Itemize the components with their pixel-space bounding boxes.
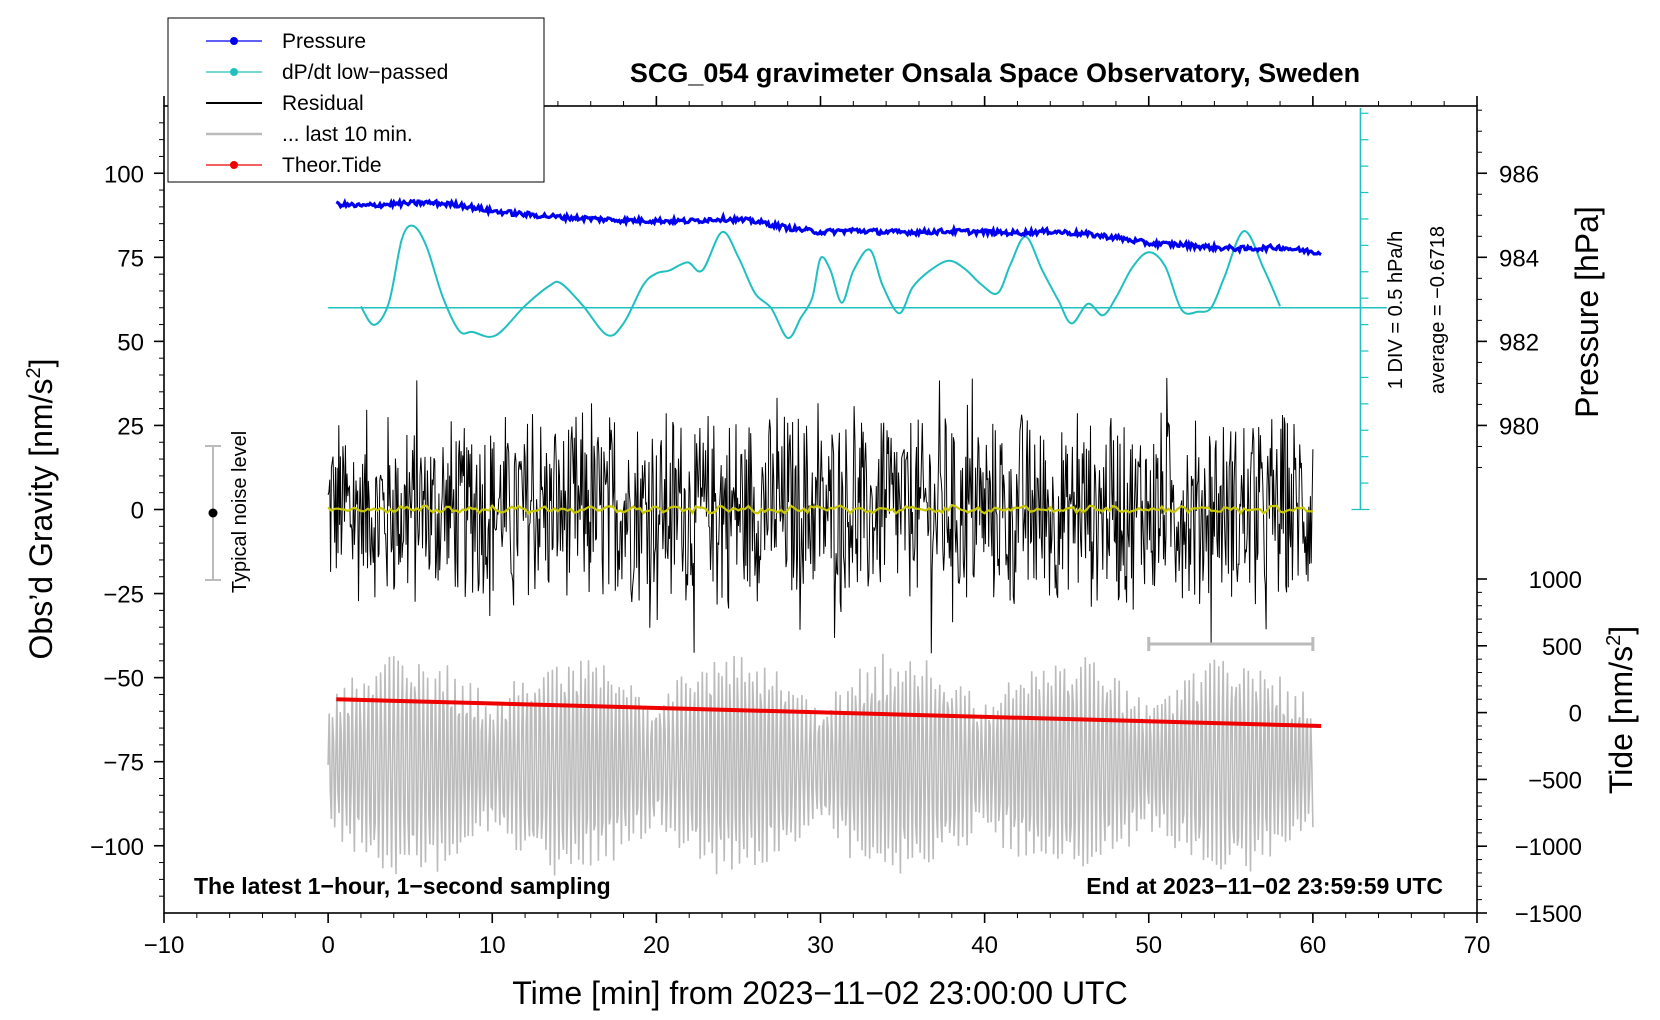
gravity-tick-label: −75 (103, 750, 144, 777)
legend-marker (230, 68, 238, 76)
tide-tick-label: 500 (1542, 634, 1582, 661)
legend-box (167, 17, 545, 183)
end-time-note: End at 2023−11−02 23:59:59 UTC (1086, 873, 1443, 899)
gravity-axis-label-sup: 2 (23, 367, 45, 378)
sampling-note: The latest 1−hour, 1−second sampling (194, 873, 611, 899)
dpdt-average-text: average = −0.6718 (1427, 226, 1449, 394)
legend-label: Residual (282, 92, 364, 115)
legend-label: dP/dt low−passed (282, 61, 448, 84)
x-tick-label: 10 (479, 932, 506, 959)
x-tick-label: 0 (321, 932, 334, 959)
pressure-tick-label: 982 (1499, 329, 1539, 356)
pressure-series (335, 196, 1322, 257)
dpdt-line (360, 224, 1281, 340)
noise-level-label: Typical noise level (229, 431, 251, 593)
gravity-tick-label: 75 (117, 245, 144, 272)
legend: Pressure dP/dt low−passed Residual ... last… (167, 17, 545, 183)
dpdt-scale-axis (1351, 108, 1370, 511)
legend-label: Theor.Tide (282, 154, 382, 177)
residual-series (327, 377, 1314, 654)
x-tick-label: 20 (643, 932, 670, 959)
gravity-tick-label: 100 (104, 161, 144, 188)
legend-label: ... last 10 min. (282, 123, 413, 146)
noise-center-dot (208, 508, 218, 518)
gravity-tick-label: 50 (117, 329, 144, 356)
last-10-min-bracket (1147, 637, 1315, 651)
tide-axis-label: Tide [nm/s2] (1603, 626, 1639, 794)
x-tick-label: 60 (1300, 932, 1327, 959)
dpdt-series (328, 224, 1387, 340)
pressure-line (335, 196, 1322, 257)
last-10-min-series (327, 653, 1314, 876)
x-tick-label: −10 (144, 932, 185, 959)
last-10-min-line (327, 653, 1314, 876)
tide-tick-label: −1000 (1515, 834, 1582, 861)
tide-tick-label: 0 (1569, 701, 1582, 728)
pressure-tick-label: 980 (1499, 413, 1539, 440)
pressure-tick-label: 986 (1499, 161, 1539, 188)
dpdt-scale-text: 1 DIV = 0.5 hPa/h (1385, 231, 1407, 389)
pressure-axis-label: Pressure [hPa] (1569, 206, 1605, 418)
tide-tick-label: 1000 (1529, 567, 1582, 594)
tide-series (336, 697, 1322, 728)
x-tick-label: 40 (971, 932, 998, 959)
gravity-axis-label: Obs’d Gravity [nm/s2] (23, 359, 59, 660)
tide-axis-ticks: 1000 500 0 −500 −1000 −1500 (1477, 567, 1582, 928)
gravity-tick-label: −25 (103, 582, 144, 609)
gravity-tick-label: 0 (131, 498, 144, 525)
x-axis-ticks: −10 0 10 20 30 40 50 60 70 (144, 96, 1491, 959)
gravity-tick-label: −50 (103, 666, 144, 693)
pressure-axis-ticks: 986 984 982 980 (1477, 109, 1539, 468)
tide-tick-label: −500 (1528, 767, 1582, 794)
gravity-tick-label: 25 (117, 413, 144, 440)
gravity-tick-label: −100 (90, 834, 144, 861)
tide-line (336, 697, 1322, 728)
x-axis-label: Time [min] from 2023−11−02 23:00:00 UTC (512, 975, 1127, 1011)
x-tick-label: 70 (1464, 932, 1491, 959)
chart-title: SCG_054 gravimeter Onsala Space Observat… (630, 58, 1360, 88)
residual-mean-series (327, 503, 1313, 516)
legend-label: Pressure (282, 30, 366, 53)
x-tick-label: 30 (807, 932, 834, 959)
pressure-tick-label: 984 (1499, 245, 1539, 272)
noise-level-indicator: Typical noise level (205, 431, 251, 593)
residual-line (327, 377, 1314, 654)
gravity-axis-ticks: 100 75 50 25 0 −25 −50 −75 −100 (90, 122, 164, 897)
tide-tick-label: −1500 (1515, 901, 1582, 928)
residual-mean-line (327, 503, 1313, 516)
tide-axis-label-sup: 2 (1603, 635, 1625, 646)
x-tick-label: 50 (1135, 932, 1162, 959)
legend-marker (230, 37, 238, 45)
legend-marker (230, 161, 238, 169)
